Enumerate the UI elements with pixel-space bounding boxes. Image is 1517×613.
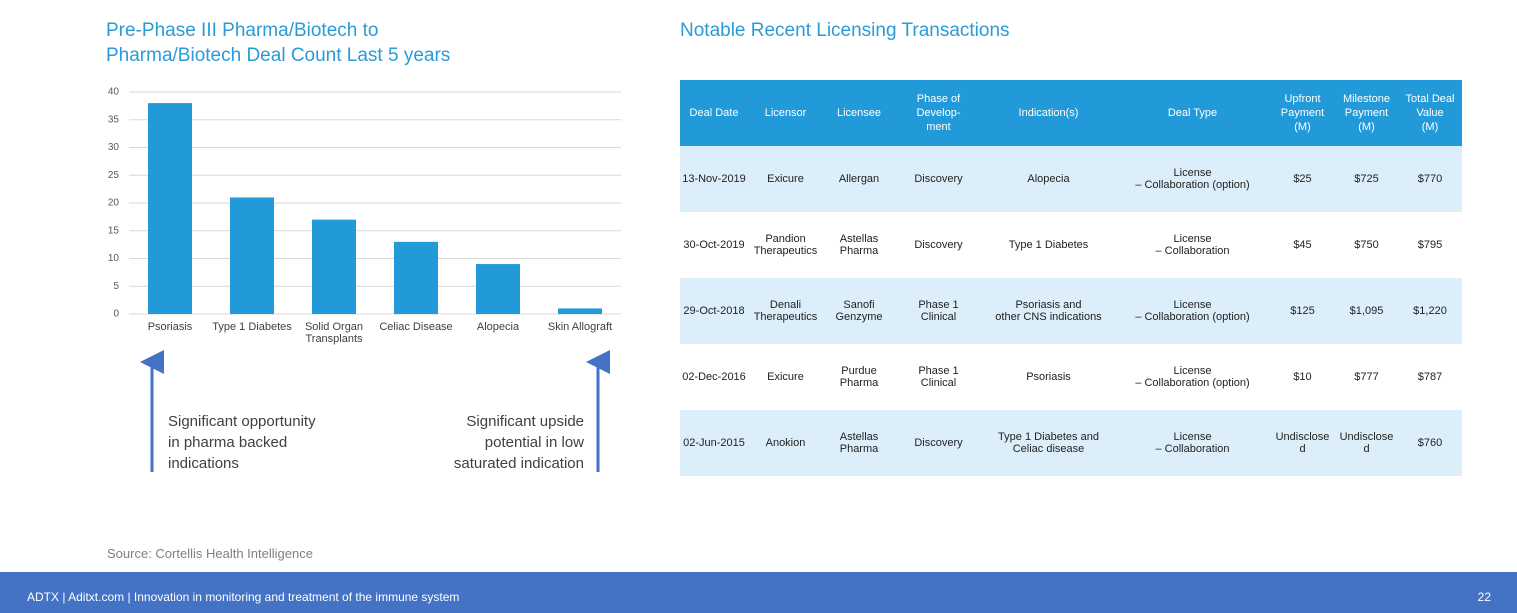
- table-cell: License – Collaboration (option): [1115, 278, 1270, 344]
- table-cell: $1,220: [1398, 278, 1462, 344]
- table-cell: Purdue Pharma: [839, 365, 879, 389]
- table-cell: $760: [1398, 410, 1462, 476]
- table-cell: $787: [1417, 371, 1443, 383]
- table-cell: Psoriasis and other CNS indications: [982, 278, 1115, 344]
- column-header: Upfront Payment (M): [1270, 80, 1335, 146]
- column-header: Phase of Develop- ment: [895, 80, 982, 146]
- bar: [312, 219, 356, 314]
- table-cell: Discovery: [895, 146, 982, 212]
- table-cell: Undisclose d: [1270, 410, 1335, 476]
- table-row: 30-Oct-2019 Pandion Therapeutics Astellas …: [680, 212, 1462, 278]
- table-cell: Discovery: [914, 239, 963, 251]
- y-tick-label: 40: [108, 87, 120, 98]
- table-cell: $25: [1270, 146, 1335, 212]
- bar: [230, 197, 274, 314]
- table-cell: Type 1 Diabetes and Celiac disease: [982, 410, 1115, 476]
- table-cell: $10: [1293, 371, 1312, 383]
- table-cell: 02-Dec-2016: [682, 371, 746, 383]
- arrows: [140, 350, 610, 472]
- table-cell: Astellas Pharma: [839, 233, 879, 257]
- table-cell: 30-Oct-2019: [683, 239, 745, 251]
- annotation: Significant upside potential in low satu…: [453, 413, 584, 472]
- table-cell: License – Collaboration: [1115, 410, 1270, 476]
- y-tick-label: 5: [113, 281, 119, 292]
- footer: ADTX | Aditxt.com | Innovation in monito…: [0, 572, 1517, 613]
- table-cell: Astellas Pharma: [823, 410, 895, 476]
- bar: [394, 241, 438, 314]
- table-row: 13-Nov-2019 Exicure Allergan Discovery Alope…: [680, 146, 1462, 212]
- table-cell: Denali Therapeutics: [748, 278, 823, 344]
- x-tick-label: Type 1 Diabetes: [212, 321, 292, 333]
- chart-title: Pre-Phase III Pharma/Biotech to Pharma/B…: [106, 20, 451, 66]
- table-cell: Phase 1 Clinical: [918, 365, 959, 389]
- column-header: Total Deal Value (M): [1398, 80, 1462, 146]
- page-number: 22: [1477, 590, 1491, 604]
- x-tick-label: Skin Allograft: [547, 321, 613, 333]
- bar: [476, 264, 520, 314]
- table-cell: Exicure: [767, 371, 804, 383]
- bar: [558, 308, 602, 314]
- table-cell: Allergan: [823, 146, 895, 212]
- table-cell: $1,095: [1335, 278, 1398, 344]
- table-cell: Psoriasis: [1026, 371, 1071, 383]
- table-cell: Phase 1 Clinical: [895, 278, 982, 344]
- column-header: Licensee: [823, 80, 895, 146]
- table-cell: 13-Nov-2019: [680, 146, 748, 212]
- y-tick-label: 15: [108, 225, 120, 236]
- table-cell: Anokion: [748, 410, 823, 476]
- y-tick-label: 0: [113, 309, 119, 320]
- table-cell: $125: [1270, 278, 1335, 344]
- column-header: Indication(s): [982, 80, 1115, 146]
- table-cell: $45: [1293, 239, 1312, 251]
- y-tick-label: 20: [108, 198, 120, 209]
- table-title: Notable Recent Licensing Transactions: [680, 20, 1010, 41]
- bar: [148, 103, 192, 314]
- column-header: Licensor: [748, 80, 823, 146]
- table-cell: Alopecia: [982, 146, 1115, 212]
- table-row: 29-Oct-2018 Denali Therapeutics Sanofi Gen…: [680, 278, 1462, 344]
- table-cell: $770: [1398, 146, 1462, 212]
- y-tick-label: 10: [108, 253, 120, 264]
- table-cell: Undisclose d: [1335, 410, 1398, 476]
- annotation: Significant opportunity in pharma backed…: [168, 413, 316, 472]
- table: Deal Date Licensor Licensee Phase of Develo…: [680, 80, 1462, 476]
- column-header: Deal Type: [1115, 80, 1270, 146]
- column-header: Milestone Payment (M): [1335, 80, 1398, 146]
- table-cell: Sanofi Genzyme: [823, 278, 895, 344]
- table-cell: Exicure: [748, 146, 823, 212]
- y-tick-label: 25: [108, 170, 120, 181]
- source: Source: Cortellis Health Intelligence: [107, 546, 313, 561]
- table-cell: $795: [1417, 239, 1443, 251]
- table-cell: 29-Oct-2018: [680, 278, 748, 344]
- table-cell: Discovery: [895, 410, 982, 476]
- chart: 0 5 10 15 20 25 30 35 40: [108, 87, 621, 320]
- table-cell: $777: [1354, 371, 1379, 383]
- table-cell: 02-Jun-2015: [680, 410, 748, 476]
- footer-text: ADTX | Aditxt.com | Innovation in monito…: [27, 590, 460, 604]
- table-row: 02-Jun-2015 Anokion Astellas Pharma Discove…: [680, 410, 1462, 476]
- table-cell: Type 1 Diabetes: [1008, 239, 1089, 251]
- x-tick-label: Alopecia: [476, 321, 520, 333]
- column-header: Deal Date: [680, 80, 748, 146]
- x-tick-label: Celiac Disease: [379, 321, 453, 333]
- table-cell: License – Collaboration: [1155, 233, 1230, 257]
- table-cell: License – Collaboration (option): [1115, 146, 1270, 212]
- x-tick-label: Psoriasis: [147, 321, 193, 333]
- table-cell: License – Collaboration (option): [1135, 365, 1250, 389]
- table-cell: $725: [1335, 146, 1398, 212]
- x-tick-label: Solid Organ Transplants: [304, 321, 364, 345]
- header-row: Deal Date Licensor Licensee Phase of Develo…: [680, 80, 1462, 146]
- y-tick-label: 35: [108, 114, 120, 125]
- y-tick-label: 30: [108, 142, 120, 153]
- table-cell: $750: [1354, 239, 1379, 251]
- table-cell: Pandion Therapeutics: [753, 233, 818, 257]
- table-row: 02-Dec-2016 Exicure Purdue Pharma Phase 1 C…: [680, 344, 1462, 410]
